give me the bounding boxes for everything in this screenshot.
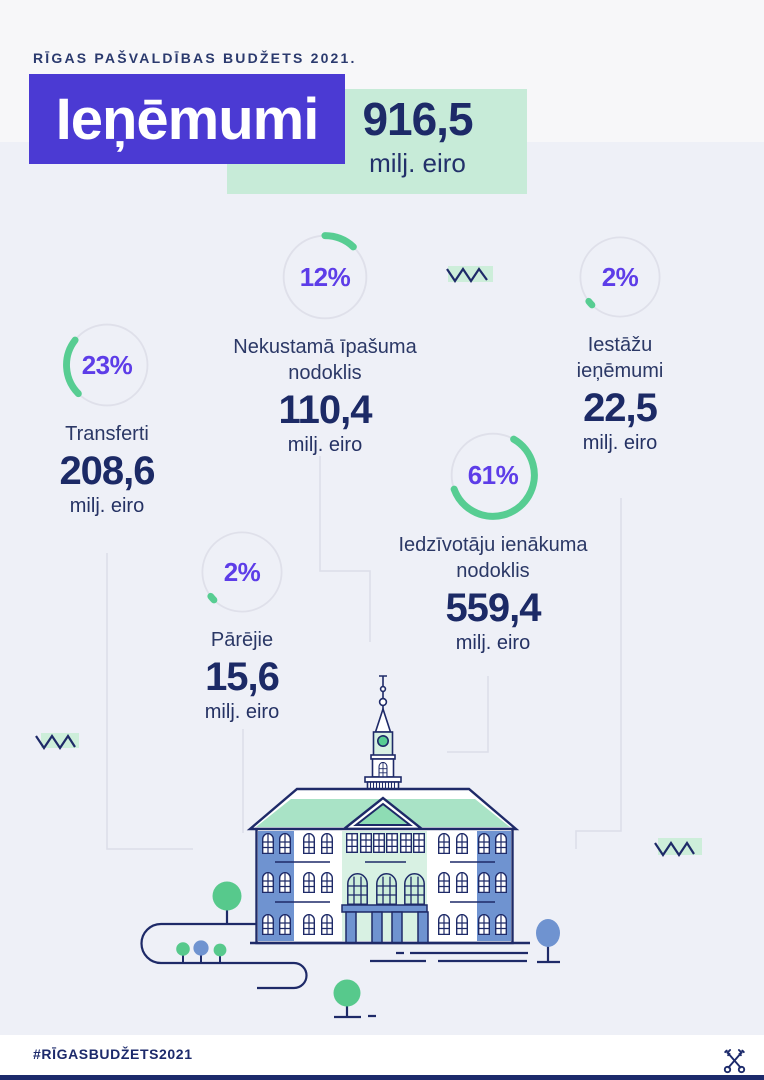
stat-percent: 12% <box>299 261 351 292</box>
stat-value: 208,6 <box>59 449 155 493</box>
stat-label: Iestāžu ieņēmumi <box>576 334 664 382</box>
stat-label: Iedzīvotāju ienākuma nodoklis <box>398 534 588 582</box>
stat-parejie: 2% Pārējie 15,6 milj. eiro <box>152 527 332 724</box>
stat-nekustama-ipasuma-nodoklis: 12% Nekustamā īpašuma nodoklis 110,4 mil… <box>210 230 440 457</box>
title-box: Ieņēmumi <box>29 74 345 164</box>
stat-unit: milj. eiro <box>582 432 658 454</box>
donut-arc <box>280 232 370 322</box>
zigzag-decoration-top <box>446 266 493 283</box>
donut-arc <box>63 321 151 409</box>
stat-percent: 61% <box>467 459 519 490</box>
total-unit: milj. eiro <box>369 148 466 178</box>
donut-nekustama: 12% <box>278 230 372 324</box>
zigzag-decoration-left <box>35 733 79 750</box>
stat-percent: 2% <box>223 556 261 587</box>
donut-iestazu: 2% <box>575 232 665 322</box>
road-path <box>140 922 528 990</box>
stat-unit: milj. eiro <box>69 495 145 517</box>
donut-arc <box>448 430 538 520</box>
donut-parejie: 2% <box>197 527 287 617</box>
stat-transferti: 23% Transferti 208,6 milj. eiro <box>12 319 202 518</box>
donut-transferti: 23% <box>61 319 153 411</box>
donut-iedzivotaju: 61% <box>446 428 540 522</box>
stat-label: Pārējie <box>210 629 274 651</box>
stat-percent: 23% <box>81 349 133 380</box>
footer-hashtag: #RĪGASBUDŽETS2021 <box>33 1046 193 1062</box>
tree-blue-right <box>536 919 560 964</box>
total-value: 916,5 <box>362 93 473 145</box>
stat-label: Transferti <box>65 423 149 445</box>
page-kicker: RĪGAS PAŠVALDĪBAS BUDŽETS 2021. <box>33 50 357 66</box>
crossed-keys-icon <box>723 1049 746 1074</box>
stat-value: 110,4 <box>278 388 373 432</box>
donut-arc <box>577 234 663 320</box>
tree-large-green <box>212 881 242 924</box>
tree-green-bottom <box>333 979 376 1019</box>
zigzag-decoration-right <box>654 838 702 857</box>
stat-value: 559,4 <box>445 586 541 630</box>
bottom-navy-bar <box>0 1075 764 1080</box>
stat-value: 15,6 <box>205 655 280 699</box>
footer-strip <box>0 1035 764 1075</box>
donut-arc <box>199 529 285 615</box>
stat-percent: 2% <box>601 261 639 292</box>
stat-iedzivotaju-ienakuma-nodoklis: 61% Iedzīvotāju ienākuma nodoklis 559,4 … <box>373 428 613 655</box>
total-block: 916,5 milj. eiro <box>345 96 490 179</box>
page-title: Ieņēmumi <box>55 86 320 152</box>
stat-label: Nekustamā īpašuma nodoklis <box>233 336 417 384</box>
stat-unit: milj. eiro <box>455 632 531 654</box>
stat-unit: milj. eiro <box>287 434 363 456</box>
stat-value: 22,5 <box>583 386 658 430</box>
stat-iestazu-ienemumi: 2% Iestāžu ieņēmumi 22,5 milj. eiro <box>530 232 710 455</box>
trees-small-row <box>176 940 227 963</box>
stat-unit: milj. eiro <box>204 701 280 723</box>
